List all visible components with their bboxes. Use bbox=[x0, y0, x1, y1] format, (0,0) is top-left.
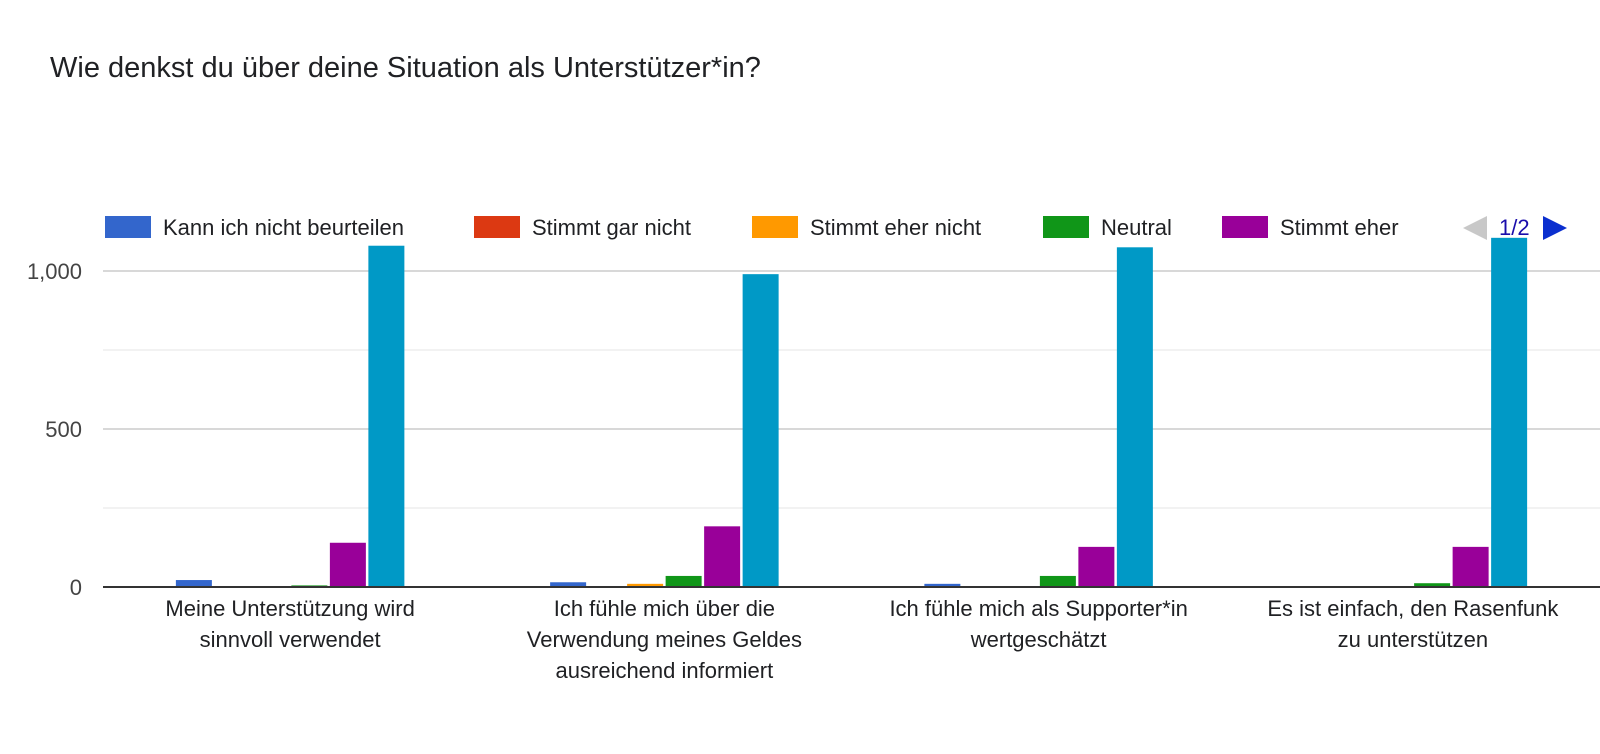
y-axis-ticks: 0 500 1,000 bbox=[27, 259, 82, 600]
y-tick-label: 1,000 bbox=[27, 259, 82, 284]
x-category-label: zu unterstützen bbox=[1338, 627, 1488, 652]
chart-title: Wie denkst du über deine Situation als U… bbox=[50, 52, 761, 84]
legend-swatch bbox=[1222, 216, 1268, 238]
x-category-label: Es ist einfach, den Rasenfunk bbox=[1267, 596, 1559, 621]
bar[interactable] bbox=[924, 583, 961, 587]
legend-label: Kann ich nicht beurteilen bbox=[163, 215, 404, 240]
bar[interactable] bbox=[368, 245, 405, 587]
legend-label: Stimmt eher bbox=[1280, 215, 1399, 240]
legend-swatch bbox=[1043, 216, 1089, 238]
bar[interactable] bbox=[329, 542, 366, 587]
legend-page-indicator: 1/2 bbox=[1499, 215, 1530, 240]
x-category-label: Ich fühle mich als Supporter*in bbox=[889, 596, 1187, 621]
legend-swatch bbox=[105, 216, 151, 238]
x-category-label: wertgeschätzt bbox=[970, 627, 1107, 652]
bar[interactable] bbox=[627, 583, 664, 587]
bar[interactable] bbox=[550, 582, 587, 587]
legend: Kann ich nicht beurteilen Stimmt gar nich… bbox=[105, 215, 1399, 240]
legend-swatch bbox=[474, 216, 520, 238]
bar[interactable] bbox=[1039, 575, 1076, 587]
y-tick-label: 0 bbox=[70, 575, 82, 600]
legend-item[interactable]: Stimmt eher nicht bbox=[752, 215, 981, 240]
bars bbox=[175, 237, 1528, 588]
x-category-label: Meine Unterstützung wird bbox=[165, 596, 414, 621]
legend-label: Neutral bbox=[1101, 215, 1172, 240]
category-labels: Meine Unterstützung wird sinnvoll verwend… bbox=[165, 596, 1559, 683]
bar[interactable] bbox=[665, 575, 702, 587]
legend-label: Stimmt eher nicht bbox=[810, 215, 981, 240]
legend-label: Stimmt gar nicht bbox=[532, 215, 691, 240]
legend-swatch bbox=[752, 216, 798, 238]
bar[interactable] bbox=[1116, 247, 1153, 588]
bar[interactable] bbox=[704, 526, 741, 587]
bar[interactable] bbox=[1414, 583, 1451, 587]
legend-prev-icon[interactable] bbox=[1463, 216, 1487, 240]
bar[interactable] bbox=[1491, 237, 1528, 587]
x-category-label: Verwendung meines Geldes bbox=[527, 627, 802, 652]
bar[interactable] bbox=[1078, 546, 1115, 587]
legend-item[interactable]: Kann ich nicht beurteilen bbox=[105, 215, 404, 240]
gridlines bbox=[103, 270, 1600, 509]
legend-next-icon[interactable] bbox=[1543, 216, 1567, 240]
legend-item[interactable]: Stimmt eher bbox=[1222, 215, 1399, 240]
y-tick-label: 500 bbox=[45, 417, 82, 442]
bar[interactable] bbox=[1452, 546, 1489, 587]
legend-item[interactable]: Neutral bbox=[1043, 215, 1172, 240]
bar[interactable] bbox=[742, 274, 779, 587]
x-category-label: ausreichend informiert bbox=[556, 658, 774, 683]
legend-item[interactable]: Stimmt gar nicht bbox=[474, 215, 691, 240]
x-category-label: Ich fühle mich über die bbox=[554, 596, 775, 621]
legend-pager: 1/2 bbox=[1463, 215, 1567, 240]
bar[interactable] bbox=[175, 580, 212, 587]
x-category-label: sinnvoll verwendet bbox=[200, 627, 381, 652]
